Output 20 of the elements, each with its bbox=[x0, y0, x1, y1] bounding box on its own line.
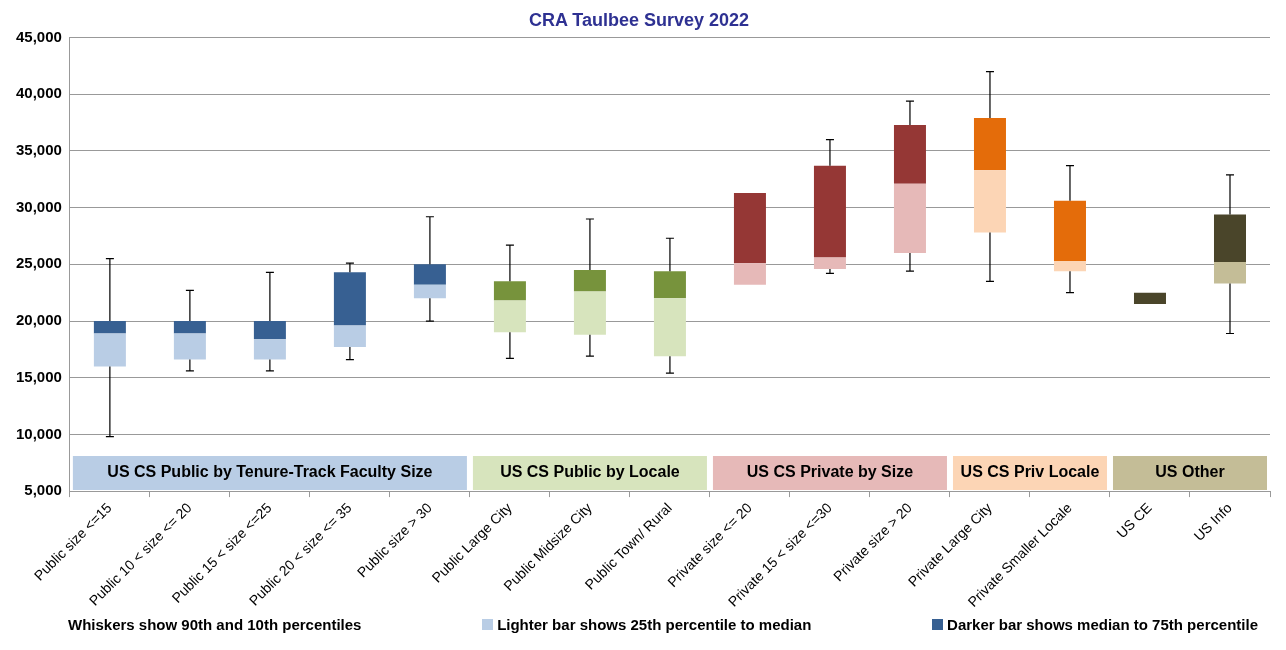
y-tick-label: 20,000 bbox=[15, 311, 62, 329]
y-tick-label: 40,000 bbox=[15, 84, 62, 102]
text: US Other bbox=[1155, 463, 1225, 481]
text: Lighter bar shows 25th percentile to median bbox=[497, 616, 812, 633]
y-tick-label: 45,000 bbox=[15, 27, 62, 45]
y-tick-label: 15,000 bbox=[15, 367, 62, 385]
x-tick-label: US CE bbox=[1113, 499, 1155, 542]
text: US CS Private by Size bbox=[746, 463, 914, 481]
x-tick-label: US Info bbox=[1190, 499, 1235, 544]
text: Whiskers show 90th and 10th percentiles bbox=[68, 616, 362, 633]
y-tick-label: 5,000 bbox=[24, 481, 62, 499]
chart-title: CRA Taulbee Survey 2022 bbox=[528, 9, 750, 30]
y-tick-label: 25,000 bbox=[15, 254, 62, 272]
text: Darker bar shows median to 75th percentile bbox=[947, 616, 1258, 633]
y-tick-label: 10,000 bbox=[15, 424, 62, 442]
text: US CS Public by Tenure-Track Faculty Size bbox=[107, 463, 433, 481]
text: US CS Priv Locale bbox=[960, 463, 1100, 481]
y-tick-label: 30,000 bbox=[15, 197, 62, 215]
text: US CS Public by Locale bbox=[500, 463, 680, 481]
y-tick-label: 35,000 bbox=[15, 141, 62, 159]
